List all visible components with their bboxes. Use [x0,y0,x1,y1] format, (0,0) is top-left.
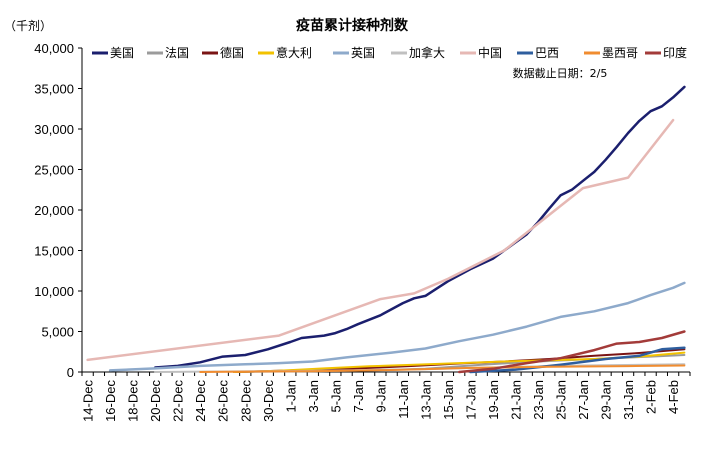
series-line [469,346,686,374]
chart-title: 疫苗累计接种剂数 [296,17,409,34]
x-tick-label: 17-Jan [463,380,478,420]
series-line [199,364,686,373]
x-tick-label: 11-Jan [396,380,411,419]
x-tick-label: 25-Jan [554,380,569,420]
legend-label: 巴西 [535,46,559,60]
data-cutoff-note: 数据截止日期：2/5 [513,66,608,80]
x-tick-label: 1-Jan [283,380,298,413]
y-tick-label: 25,000 [34,163,74,178]
x-tick-label: 9-Jan [373,380,388,413]
y-tick-label: 0 [67,365,74,380]
x-tick-label: 7-Jan [351,380,366,413]
x-tick-label: 2-Feb [644,380,659,414]
y-tick-label: 5,000 [41,325,74,340]
x-tick-label: 18-Dec [126,380,141,422]
x-tick-label: 27-Jan [576,380,591,420]
series-line [108,281,686,372]
x-tick-label: 29-Jan [599,380,614,420]
series-line [457,330,686,374]
y-tick-label: 20,000 [34,203,74,218]
legend-label: 法国 [165,46,189,60]
y-tick-label: 15,000 [34,244,74,259]
legend-label: 英国 [351,46,375,60]
x-tick-label: 28-Dec [238,380,253,422]
legend-label: 德国 [220,45,244,60]
y-unit-label: （千剂） [4,18,52,33]
y-ticks: 0 5,000 10,000 15,000 20,000 25,000 30,000 35,0… [34,41,82,380]
x-tick-label: 15-Jan [441,380,456,420]
x-tick-label: 26-Dec [216,380,231,422]
x-tick-label: 5-Jan [328,380,343,413]
y-tick-label: 10,000 [34,284,74,299]
x-tick-label: 19-Jan [486,380,501,420]
series-line [153,85,686,369]
x-tick-label: 24-Dec [193,380,208,422]
x-tick-label: 30-Dec [261,380,276,422]
x-tick-label: 21-Jan [508,380,523,420]
x-tick-label: 22-Dec [171,380,186,422]
y-tick-label: 40,000 [34,41,74,56]
series-line [86,118,675,362]
x-tick-label: 4-Feb [666,380,681,414]
x-tick-label: 23-Jan [531,380,546,420]
x-tick-label: 3-Jan [306,380,321,413]
axes [81,48,690,373]
legend-label: 意大利 [276,45,312,60]
x-tick-label: 16-Dec [103,380,118,422]
legend-label: 加拿大 [409,45,445,60]
legend-label: 墨西哥 [602,46,638,60]
x-tick-label: 13-Jan [418,380,433,420]
y-tick-label: 35,000 [34,82,74,97]
y-tick-label: 30,000 [34,122,74,137]
x-tick-label: 20-Dec [148,380,163,422]
legend-label: 美国 [110,46,134,60]
x-tick-label: 31-Jan [621,380,636,420]
legend: 美国 法国 德国 意大利 英国 加拿大 中国 巴西 墨西哥 印度 [92,45,687,60]
x-ticks: 14-Dec 16-Dec 18-Dec 20-Dec 22-Dec 24-Dec 26-D… [81,372,691,422]
legend-label: 印度 [663,45,687,60]
series-lines [86,85,686,374]
legend-label: 中国 [478,45,502,60]
x-tick-label: 14-Dec [81,380,96,422]
